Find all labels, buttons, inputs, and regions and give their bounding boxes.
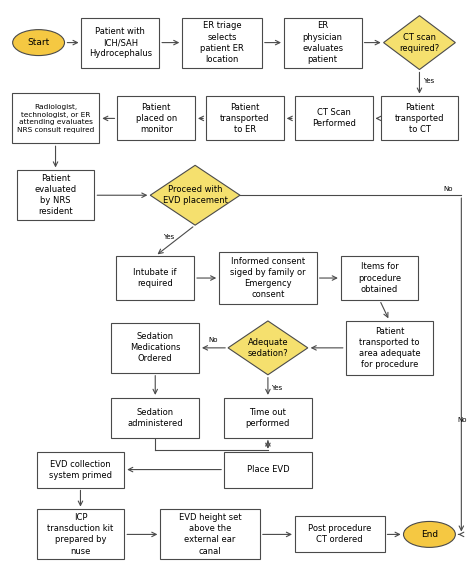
Text: Time out
performed: Time out performed <box>246 407 290 428</box>
Text: Patient
transported to
area adequate
for procedure: Patient transported to area adequate for… <box>359 327 420 369</box>
FancyBboxPatch shape <box>182 17 262 68</box>
Text: Adequate
sedation?: Adequate sedation? <box>247 338 288 358</box>
Text: ER
physician
evaluates
patient: ER physician evaluates patient <box>302 22 343 64</box>
Text: Sedation
administered: Sedation administered <box>128 407 183 428</box>
FancyBboxPatch shape <box>295 97 373 140</box>
FancyBboxPatch shape <box>118 97 195 140</box>
FancyBboxPatch shape <box>160 509 260 559</box>
Text: Patient with
ICH/SAH
Hydrocephalus: Patient with ICH/SAH Hydrocephalus <box>89 27 152 58</box>
FancyBboxPatch shape <box>206 97 284 140</box>
Ellipse shape <box>13 30 64 55</box>
Text: Patient
transported
to CT: Patient transported to CT <box>395 103 444 134</box>
FancyBboxPatch shape <box>111 398 199 438</box>
Text: EVD collection
system primed: EVD collection system primed <box>49 460 112 480</box>
Text: No: No <box>208 337 218 343</box>
Text: ICP
transduction kit
prepared by
nuse: ICP transduction kit prepared by nuse <box>47 513 114 556</box>
FancyBboxPatch shape <box>116 256 194 300</box>
FancyBboxPatch shape <box>284 17 362 68</box>
FancyBboxPatch shape <box>381 97 458 140</box>
Text: Post procedure
CT ordered: Post procedure CT ordered <box>308 524 372 545</box>
Text: Sedation
Medications
Ordered: Sedation Medications Ordered <box>130 332 181 364</box>
Text: Patient
placed on
monitor: Patient placed on monitor <box>136 103 177 134</box>
FancyBboxPatch shape <box>36 452 124 488</box>
FancyBboxPatch shape <box>219 252 317 304</box>
FancyBboxPatch shape <box>295 516 384 552</box>
Text: Intubate if
required: Intubate if required <box>134 268 177 288</box>
Text: CT scan
required?: CT scan required? <box>399 33 439 52</box>
Text: CT Scan
Performed: CT Scan Performed <box>312 108 356 129</box>
Ellipse shape <box>403 521 456 548</box>
Text: Informed consent
siged by family or
Emergency
consent: Informed consent siged by family or Emer… <box>230 257 306 299</box>
Polygon shape <box>383 16 456 69</box>
Text: Yes: Yes <box>163 234 174 240</box>
FancyBboxPatch shape <box>224 398 312 438</box>
Text: Start: Start <box>27 38 50 47</box>
FancyBboxPatch shape <box>346 321 433 375</box>
Text: Items for
procedure
obtained: Items for procedure obtained <box>358 262 401 294</box>
Text: End: End <box>421 530 438 539</box>
Text: No: No <box>457 417 467 423</box>
Polygon shape <box>150 165 240 225</box>
FancyBboxPatch shape <box>17 171 94 220</box>
Text: ER triage
selects
patient ER
location: ER triage selects patient ER location <box>200 22 244 64</box>
Text: Patient
evaluated
by NRS
resident: Patient evaluated by NRS resident <box>35 174 77 217</box>
Text: No: No <box>443 186 453 192</box>
FancyBboxPatch shape <box>12 94 100 143</box>
Text: Yes: Yes <box>271 385 282 391</box>
FancyBboxPatch shape <box>82 17 159 68</box>
Text: Yes: Yes <box>423 77 435 83</box>
FancyBboxPatch shape <box>224 452 312 488</box>
Text: EVD height set
above the
external ear
canal: EVD height set above the external ear ca… <box>179 513 241 556</box>
Text: Proceed with
EVD placement: Proceed with EVD placement <box>163 185 228 205</box>
Text: Patient
transported
to ER: Patient transported to ER <box>220 103 270 134</box>
FancyBboxPatch shape <box>36 509 124 559</box>
Polygon shape <box>228 321 308 375</box>
Text: Radiologist,
technologist, or ER
attending evaluates
NRS consult required: Radiologist, technologist, or ER attendi… <box>17 104 94 133</box>
FancyBboxPatch shape <box>341 256 419 300</box>
Text: Place EVD: Place EVD <box>246 465 289 474</box>
FancyBboxPatch shape <box>111 323 199 373</box>
